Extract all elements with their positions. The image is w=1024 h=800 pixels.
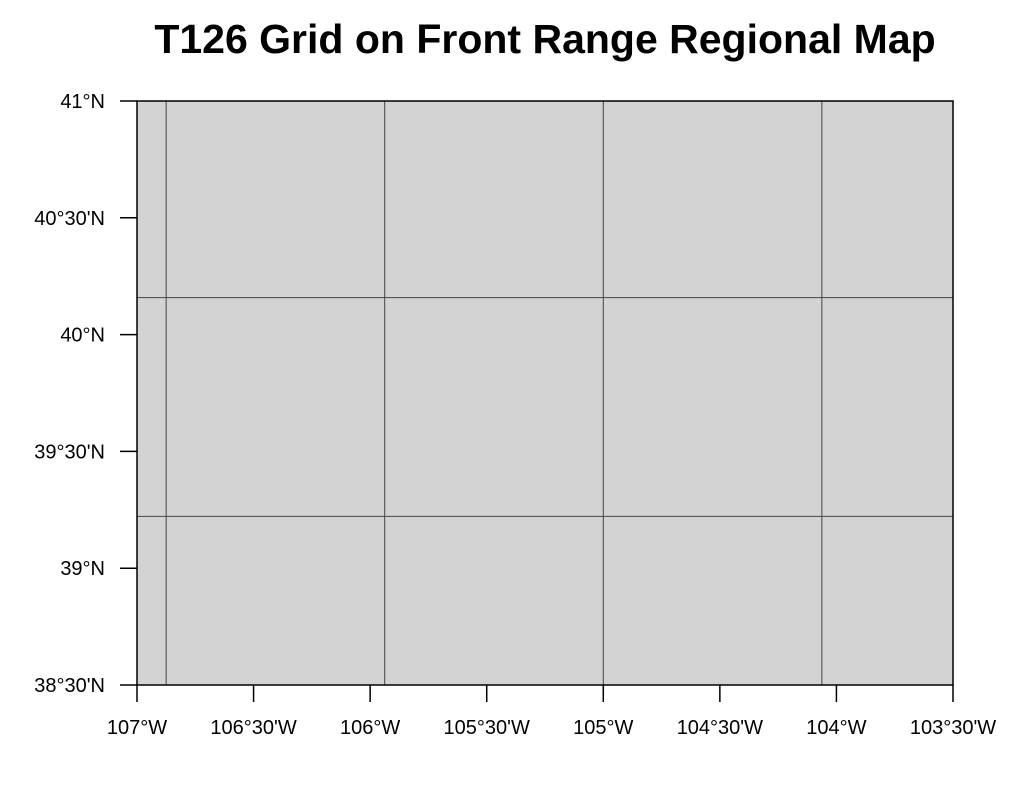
x-tick-label: 104°30'W xyxy=(677,717,763,739)
x-tick-label: 104°W xyxy=(806,717,866,739)
map-frame xyxy=(136,100,954,686)
x-tick-label: 106°W xyxy=(340,717,400,739)
x-tick-label: 103°30'W xyxy=(910,717,996,739)
x-tick-label: 105°30'W xyxy=(444,717,530,739)
y-tick-label: 39°N xyxy=(60,558,105,580)
y-tick-label: 40°N xyxy=(60,325,105,347)
y-tick-label: 41°N xyxy=(60,91,105,113)
longitude-axis: 107°W 106°30'W 106°W 105°30'W 105°W 104°30'W 1… xyxy=(107,685,996,739)
x-tick-label: 105°W xyxy=(573,717,633,739)
y-tick-label: 39°30'N xyxy=(34,441,105,463)
latitude-axis: 41°N 40°30'N 40°N 39°30'N 39°N 38°30'N xyxy=(34,91,137,697)
y-tick-label: 38°30'N xyxy=(34,675,105,697)
map-land-area xyxy=(137,101,953,685)
map-title: T126 Grid on Front Range Regional Map xyxy=(154,16,936,62)
x-tick-label: 106°30'W xyxy=(210,717,296,739)
t126-grid-lines xyxy=(137,101,953,685)
y-tick-label: 40°30'N xyxy=(34,208,105,230)
x-tick-label: 107°W xyxy=(107,717,167,739)
